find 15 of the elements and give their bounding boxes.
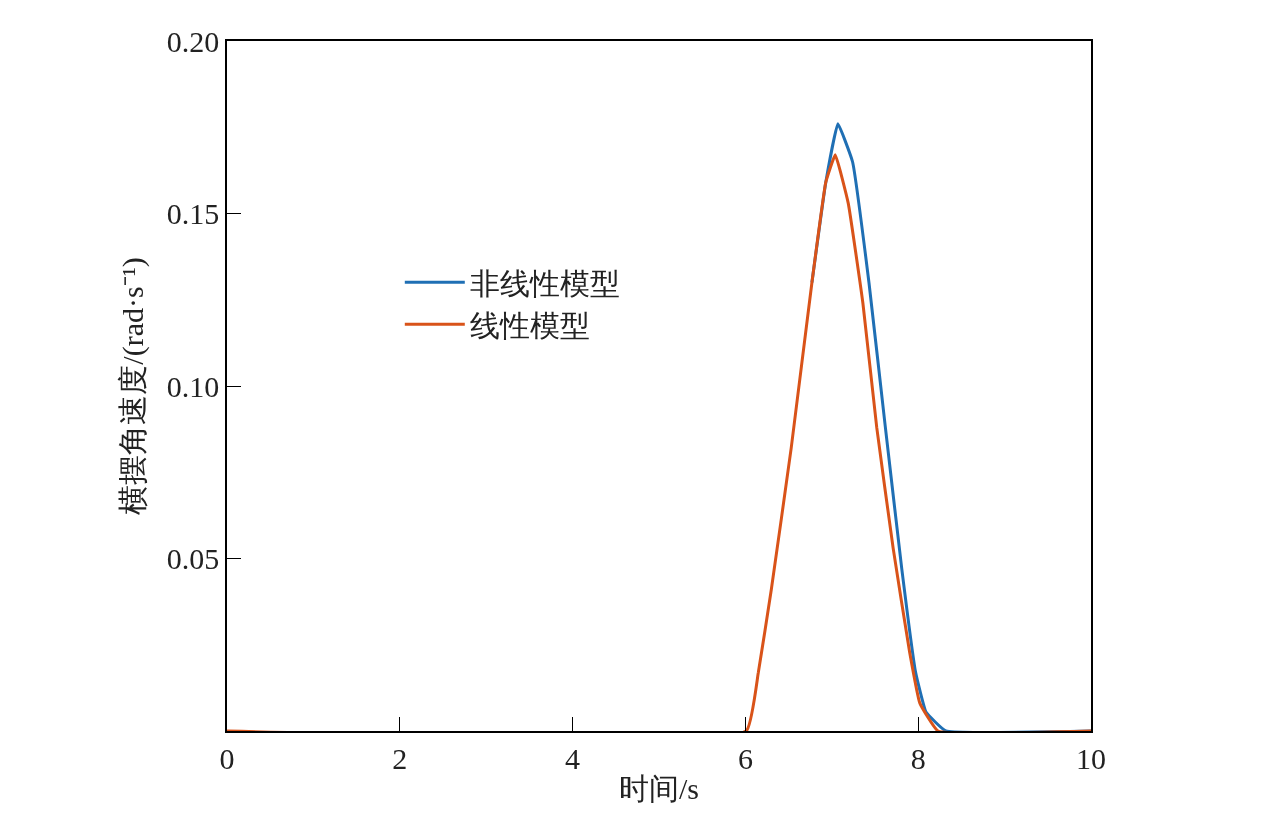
y-tick-label: 0.05 [166, 542, 220, 575]
x-tick-label: 2 [392, 741, 408, 775]
x-tick-label: 6 [737, 741, 753, 775]
y-tick-label: 0.15 [166, 197, 220, 230]
y-tick-label: 0.10 [166, 369, 220, 403]
y-axis-title: 横摆角速度/(rad·s⁻¹) [116, 257, 151, 515]
legend-label: 线性模型 [469, 308, 590, 342]
x-axis-title: 时间/s [618, 771, 700, 805]
x-tick-label: 8 [910, 741, 926, 775]
y-tick-label: 0.20 [166, 24, 220, 58]
x-tick-label: 10 [1076, 741, 1106, 775]
x-tick-label: 0 [219, 741, 235, 775]
line-series [227, 153, 1091, 731]
legend-label: 非线性模型 [469, 266, 620, 300]
x-tick-label: 4 [565, 741, 581, 775]
